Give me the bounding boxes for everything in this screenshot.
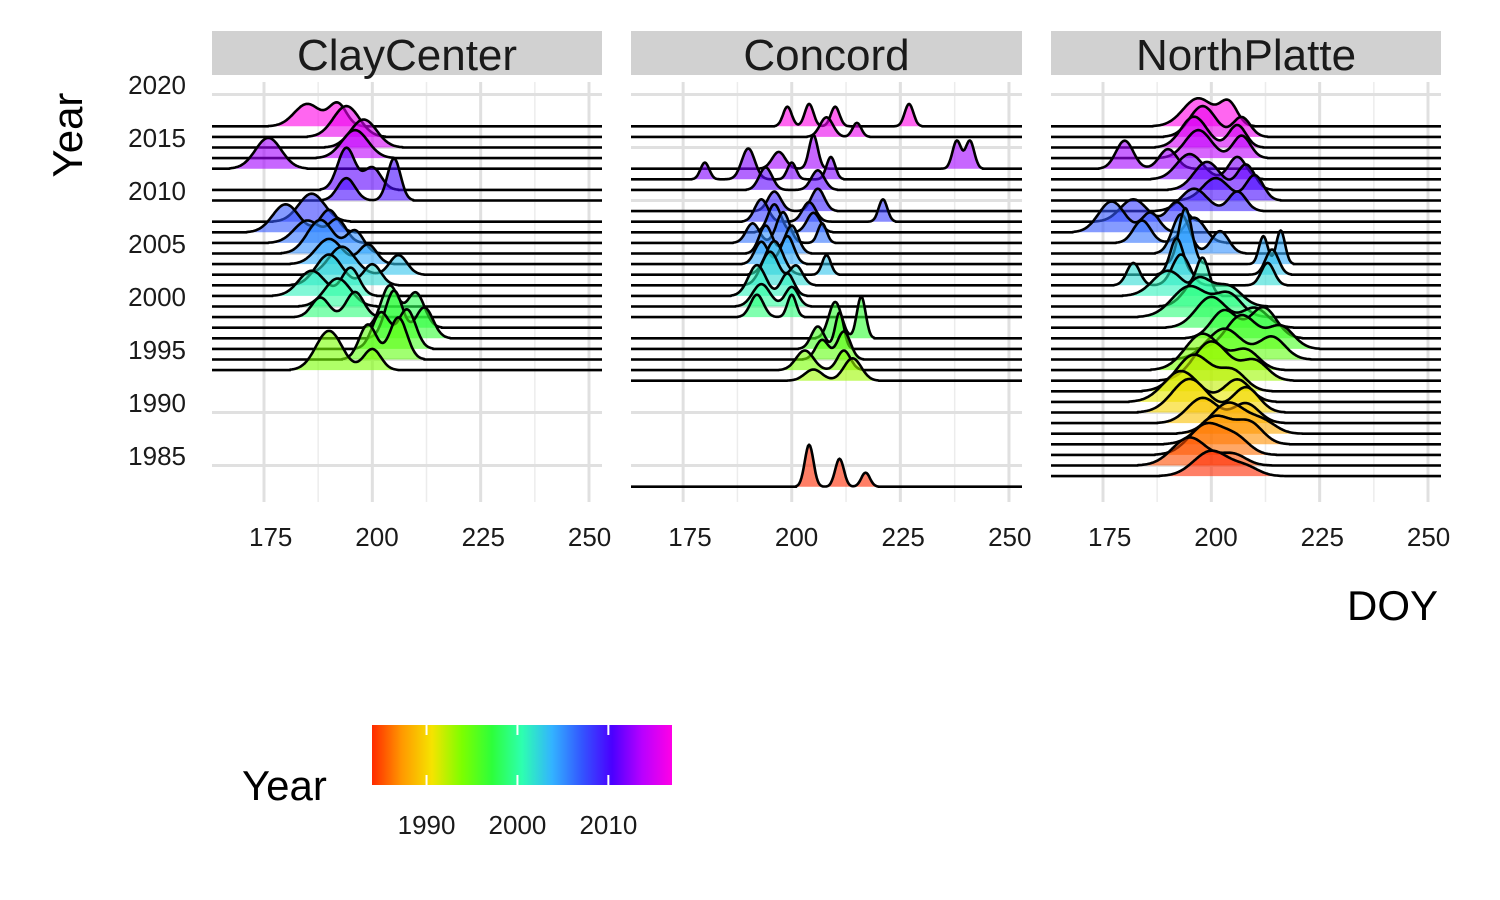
x-tick-label: 250 — [568, 522, 611, 552]
ridge-fill-2013 — [759, 135, 983, 169]
y-axis-labels: 2020 2015 2010 2005 2000 1995 1990 1985 — [128, 70, 186, 471]
panel-ridges — [212, 101, 602, 372]
x-tick-label: 200 — [1194, 522, 1237, 552]
ridge-line-2015 — [1051, 115, 1441, 149]
legend: Year 1990 2000 2010 — [242, 725, 672, 840]
x-axis-title: DOY — [1347, 582, 1438, 629]
ridge-fill-2012 — [1150, 154, 1264, 180]
ridge-fill-2002 — [1113, 254, 1288, 286]
ridge-fill-1999 — [737, 294, 805, 318]
ridge-fill-2012 — [691, 148, 844, 180]
y-tick-label: 2005 — [128, 229, 186, 259]
ridge-line-2009 — [631, 187, 1022, 213]
x-tick-label: 250 — [1407, 522, 1450, 552]
x-tick-label: 250 — [988, 522, 1031, 552]
ridge-line-2017 — [212, 101, 602, 128]
ridge-line-1990 — [1051, 377, 1441, 414]
ridge-line-2016 — [631, 116, 1022, 139]
facet-strip-label: ClayCenter — [297, 31, 517, 80]
ridge-fill-1999 — [294, 291, 381, 318]
ridge-line-2008 — [631, 198, 1022, 223]
x-tick-label: 175 — [249, 522, 292, 552]
ridge-line-2005 — [212, 218, 602, 255]
ridge-fill-1984 — [1159, 450, 1285, 477]
ridge-line-2003 — [1051, 237, 1441, 276]
y-tick-label: 1985 — [128, 441, 186, 471]
x-tick-label: 225 — [1301, 522, 1344, 552]
ridge-fill-2013 — [229, 137, 308, 169]
ridge-line-2001 — [631, 263, 1022, 298]
ridge-line-1995 — [212, 316, 602, 361]
x-tick-label: 225 — [882, 522, 925, 552]
legend-tick-label: 2010 — [579, 810, 637, 840]
ridge-line-2014 — [1051, 128, 1441, 160]
facet-strip-label: Concord — [743, 31, 909, 80]
y-tick-label: 2020 — [128, 70, 186, 100]
x-axis-labels: 175 200 225 250 — [249, 522, 611, 552]
facet-strip — [1051, 31, 1441, 75]
facet-north-platte: NorthPlatte 175 200 225 250 — [1051, 31, 1450, 552]
x-tick-label: 200 — [355, 522, 398, 552]
facet-strip — [212, 31, 602, 75]
ridge-line-2001 — [1051, 256, 1441, 298]
y-tick-label: 1990 — [128, 388, 186, 418]
ridge-line-2010 — [212, 157, 602, 202]
panel-grid — [631, 82, 1022, 502]
ridge-fill-2013 — [1098, 140, 1194, 169]
ridge-fill-2006 — [1116, 217, 1227, 243]
ridge-fill-1997 — [815, 296, 875, 339]
legend-tick-label: 1990 — [398, 810, 456, 840]
ridge-fill-1994 — [778, 350, 864, 371]
panel-ridges — [631, 102, 1022, 488]
ridge-line-1985 — [1051, 436, 1441, 467]
ridge-line-2017 — [631, 102, 1022, 128]
facet-concord: Concord 175 200 225 250 — [631, 31, 1031, 552]
ridge-fill-2007 — [1072, 201, 1177, 233]
facet-strip — [631, 31, 1022, 75]
y-tick-label: 2000 — [128, 282, 186, 312]
legend-ticks: 1990 2000 2010 — [398, 725, 637, 840]
y-tick-label: 1995 — [128, 335, 186, 365]
ridge-line-1999 — [631, 293, 1022, 319]
ridge-line-2014 — [212, 128, 602, 160]
ridge-line-1983 — [631, 443, 1022, 488]
x-tick-label: 225 — [462, 522, 505, 552]
ridge-line-2017 — [1051, 97, 1441, 128]
ridge-line-1993 — [631, 357, 1022, 382]
ridge-line-2006 — [631, 210, 1022, 245]
y-axis-title: Year — [44, 93, 91, 178]
legend-title: Year — [242, 762, 327, 809]
x-axis-labels: 175 200 225 250 — [1088, 522, 1450, 552]
ridge-line-1994 — [212, 329, 602, 372]
y-tick-label: 2015 — [128, 123, 186, 153]
ridge-line-2015 — [212, 118, 602, 149]
ridge-line-2007 — [1051, 200, 1441, 234]
facet-clay-center: ClayCenter 175 200 225 250 — [212, 31, 611, 552]
x-tick-label: 200 — [775, 522, 818, 552]
ridge-line-2011 — [631, 166, 1022, 192]
ridge-line-2016 — [212, 104, 602, 139]
ridge-line-2005 — [1051, 213, 1441, 255]
y-tick-label: 2010 — [128, 176, 186, 206]
ridge-fill-2014 — [316, 130, 394, 159]
ridge-fill-2007 — [754, 204, 833, 233]
ridge-line-2002 — [1051, 253, 1441, 287]
legend-colorbar — [372, 725, 672, 785]
ridge-line-2001 — [212, 266, 602, 298]
ridge-fill-2004 — [1165, 208, 1294, 265]
facet-strip-label: NorthPlatte — [1136, 31, 1356, 80]
ridge-line-1984 — [1051, 449, 1441, 478]
x-axis-labels: 175 200 225 250 — [668, 522, 1031, 552]
ridge-line-1999 — [212, 290, 602, 319]
ridge-line-2013 — [212, 136, 602, 170]
ridge-fill-2004 — [741, 236, 807, 265]
panel-ridges — [1051, 97, 1441, 478]
ridge-fill-2005 — [281, 219, 381, 254]
x-tick-label: 175 — [1088, 522, 1131, 552]
legend-tick-label: 2000 — [489, 810, 547, 840]
x-tick-label: 175 — [668, 522, 711, 552]
ridge-fill-1993 — [787, 358, 879, 381]
ridge-line-2000 — [631, 282, 1022, 308]
